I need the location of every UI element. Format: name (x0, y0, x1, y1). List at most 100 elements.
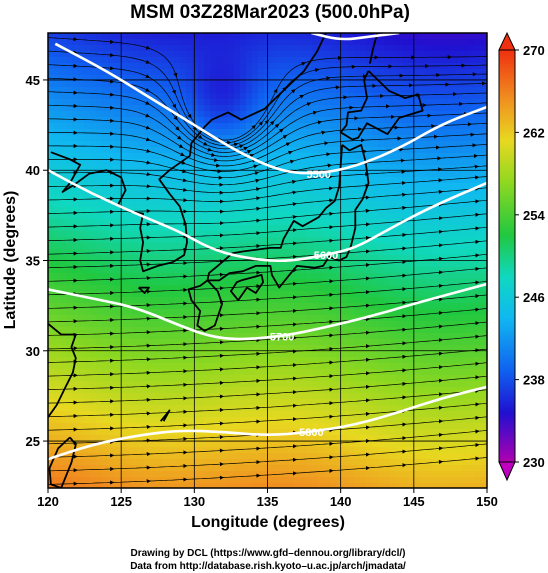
wind-arrow (255, 187, 261, 192)
wind-arrow (207, 147, 213, 152)
wind-arrow (145, 59, 151, 64)
colorbar-tick-label: 270 (523, 43, 545, 58)
wind-arrow (210, 152, 216, 157)
y-axis: 25 30 35 40 45 (26, 73, 48, 449)
streamline (48, 176, 487, 202)
coastline-segment (50, 33, 327, 273)
x-axis-label: Longitude (degrees) (191, 514, 345, 531)
contour-line (48, 169, 487, 263)
wind-arrow (251, 124, 256, 130)
wind-arrow (182, 169, 187, 174)
coastline-segment (206, 144, 370, 289)
plot-area: 5500 5600 5700 5800 (47, 32, 488, 489)
streamline (48, 389, 487, 418)
wind-arrow (192, 125, 197, 131)
streamline (48, 443, 487, 472)
coastline-segment (369, 33, 379, 64)
wind-arrow (292, 190, 297, 195)
wind-arrow (178, 143, 184, 148)
colorbar-tick-label: 230 (523, 455, 545, 470)
wind-arrow (253, 164, 258, 169)
streamline (48, 154, 487, 186)
footer-credit: Drawing by DCL (https://www.gfd–dennou.o… (130, 548, 405, 559)
wind-arrow (180, 152, 185, 157)
wind-arrow (243, 146, 248, 151)
x-tick-label: 140 (330, 494, 352, 509)
wind-arrow (233, 142, 239, 147)
wind-arrow (246, 149, 252, 154)
wind-arrow (326, 76, 331, 81)
streamline (48, 281, 487, 309)
streamline (48, 321, 487, 350)
streamline (48, 199, 487, 228)
wind-arrow (177, 135, 182, 140)
streamline (48, 348, 487, 377)
streamline (48, 133, 487, 172)
contour-label: 5800 (299, 427, 323, 439)
wind-arrow (278, 128, 284, 133)
wind-arrow (321, 130, 326, 135)
wind-arrow (264, 119, 269, 125)
wind-arrow (145, 113, 150, 118)
wind-arrow (187, 113, 192, 119)
contour-label: 5600 (314, 250, 338, 262)
coastline-segment (230, 274, 264, 302)
height-contours: 5500 5600 5700 5800 (48, 33, 487, 461)
streamline (48, 294, 487, 323)
x-tick-label: 125 (110, 494, 132, 509)
contour-label: 5700 (270, 331, 294, 343)
streamline (48, 335, 487, 363)
colorbar-max-arrow (498, 31, 516, 51)
colorbar-min-arrow (498, 461, 516, 482)
wind-arrow (181, 160, 186, 165)
wind-arrow (282, 86, 287, 92)
x-tick-label: 130 (183, 494, 205, 509)
colorbar-tick-label: 238 (523, 373, 545, 388)
streamline (48, 91, 487, 153)
wind-arrow (146, 160, 151, 165)
wind-arrow (254, 171, 260, 176)
streamline (48, 308, 487, 336)
wind-arrow (145, 87, 150, 92)
streamline (48, 254, 487, 282)
contour-label: 5500 (306, 169, 330, 181)
y-tick-label: 25 (26, 434, 40, 449)
wind-arrow (213, 157, 219, 163)
wind-arrow (249, 153, 255, 158)
streamline (48, 430, 487, 458)
wind-arrow (197, 134, 203, 139)
wind-arrow (146, 148, 151, 153)
wind-arrow (269, 120, 275, 126)
streamline (48, 457, 487, 485)
streamline (48, 64, 487, 146)
wind-arrow (172, 103, 177, 109)
streamline (48, 112, 487, 162)
wind-arrow (175, 126, 180, 131)
streamline (48, 122, 487, 167)
wind-arrow (256, 196, 261, 201)
wind-arrow (255, 178, 260, 183)
wind-arrow (273, 88, 278, 94)
contour-line (311, 33, 400, 41)
x-axis: 120 125 130 135 140 145 150 (37, 488, 498, 509)
wind-arrow (314, 67, 320, 73)
contour-line (54, 42, 487, 175)
wind-arrow (291, 89, 296, 94)
wind-arrow (291, 179, 297, 184)
coastline-segment (160, 409, 171, 422)
streamline (48, 226, 487, 255)
streamline (48, 375, 487, 404)
wind-arrow (182, 178, 188, 183)
coastline-segment (187, 279, 223, 332)
figure-title: MSM 03Z28Mar2023 (500.0hPa) (130, 2, 410, 23)
contour-line (48, 385, 487, 461)
y-tick-label: 30 (26, 344, 40, 359)
streamline (48, 402, 487, 431)
contour-line (48, 282, 487, 341)
coastline-segment (48, 436, 77, 488)
wind-arrow (145, 74, 150, 78)
wind-arrow (258, 121, 263, 126)
wind-arrow (324, 141, 329, 146)
streamline (48, 144, 487, 179)
